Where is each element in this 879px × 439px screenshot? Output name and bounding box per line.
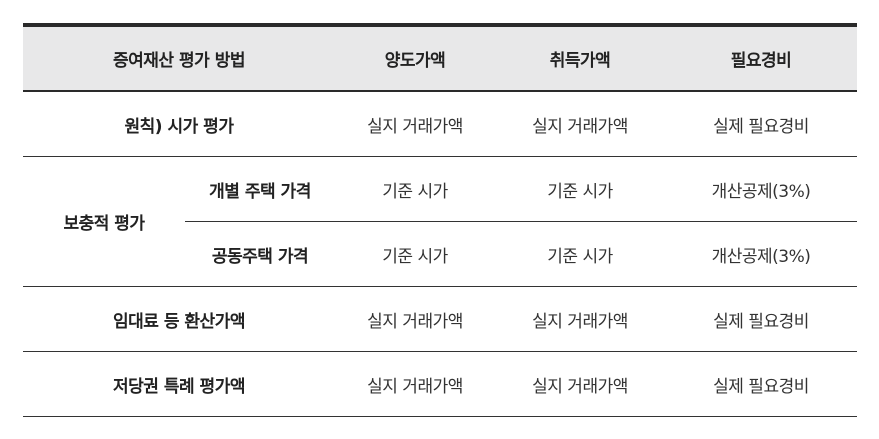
- header-expense: 필요경비: [665, 23, 857, 92]
- cell-acquisition: 실지 거래가액: [495, 91, 665, 157]
- header-transfer: 양도가액: [335, 23, 495, 92]
- row-label: 보충적 평가: [23, 156, 185, 287]
- cell-acquisition: 실지 거래가액: [495, 351, 665, 417]
- cell-expense: 개산공제(3%): [665, 156, 857, 222]
- header-method: 증여재산 평가 방법: [23, 23, 335, 92]
- sub-row-label: 개별 주택 가격: [185, 156, 335, 222]
- valuation-table: 증여재산 평가 방법 양도가액 취득가액 필요경비 원칙) 시가 평가 실지 거…: [23, 23, 857, 417]
- table-row: 원칙) 시가 평가 실지 거래가액 실지 거래가액 실제 필요경비: [23, 91, 857, 157]
- header-row: 증여재산 평가 방법 양도가액 취득가액 필요경비: [23, 23, 857, 92]
- cell-transfer: 기준 시가: [335, 221, 495, 287]
- cell-transfer: 실지 거래가액: [335, 91, 495, 157]
- cell-acquisition: 실지 거래가액: [495, 286, 665, 352]
- table-row: 임대료 등 환산가액 실지 거래가액 실지 거래가액 실제 필요경비: [23, 286, 857, 352]
- cell-transfer: 실지 거래가액: [335, 286, 495, 352]
- cell-expense: 실제 필요경비: [665, 91, 857, 157]
- header-acquisition: 취득가액: [495, 23, 665, 92]
- cell-acquisition: 기준 시가: [495, 221, 665, 287]
- cell-transfer: 기준 시가: [335, 156, 495, 222]
- cell-transfer: 실지 거래가액: [335, 351, 495, 417]
- table-row: 공동주택 가격 기준 시가 기준 시가 개산공제(3%): [23, 221, 857, 287]
- cell-expense: 실제 필요경비: [665, 351, 857, 417]
- row-label: 임대료 등 환산가액: [23, 286, 335, 352]
- cell-expense: 실제 필요경비: [665, 286, 857, 352]
- row-label: 원칙) 시가 평가: [23, 91, 335, 157]
- sub-row-label: 공동주택 가격: [185, 221, 335, 287]
- table-row: 저당권 특례 평가액 실지 거래가액 실지 거래가액 실제 필요경비: [23, 351, 857, 417]
- cell-expense: 개산공제(3%): [665, 221, 857, 287]
- row-label: 저당권 특례 평가액: [23, 351, 335, 417]
- cell-acquisition: 기준 시가: [495, 156, 665, 222]
- table-row: 보충적 평가 개별 주택 가격 기준 시가 기준 시가 개산공제(3%): [23, 156, 857, 287]
